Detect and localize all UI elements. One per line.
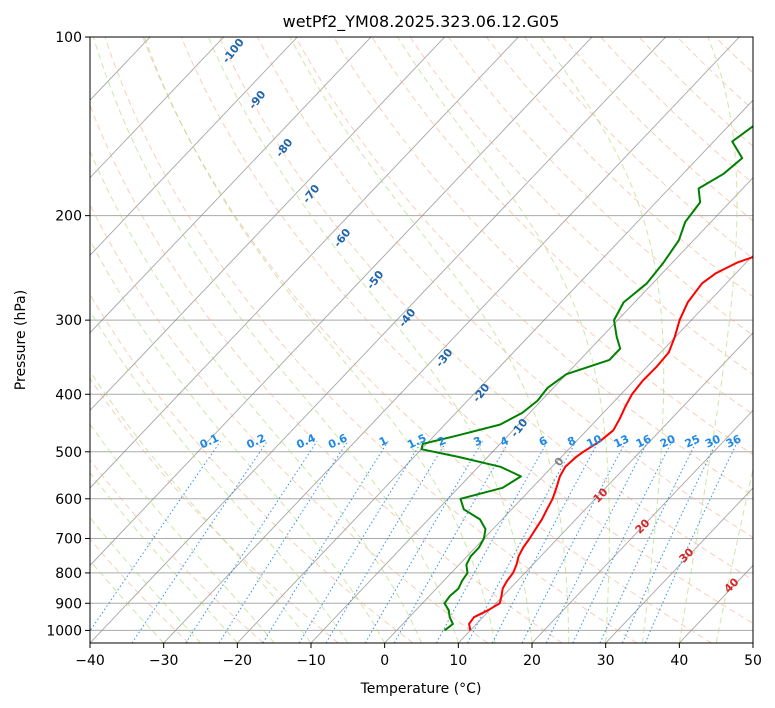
axes: −40 −30 −20 −10 0 10 20 30 40 50 100 200 300 400 500 60…: [46, 30, 762, 669]
moist-adiabat-line: [397, 37, 610, 643]
mixing-ratio-label: 20: [658, 432, 678, 450]
dry-adiabat-line: [371, 37, 753, 415]
isotherm-line: [163, 37, 740, 643]
moist-adiabat-line: [715, 467, 753, 643]
mixing-ratio-line: [521, 441, 627, 643]
isotherm-line: [90, 37, 225, 179]
dry-adiabat-line: [90, 203, 488, 643]
moist-adiabat-line: [207, 37, 533, 643]
dry-adiabat-line: [638, 37, 753, 147]
y-tick-label: 200: [55, 209, 82, 225]
mixing-ratio-line: [599, 441, 698, 643]
isotherm-line: [90, 37, 519, 489]
mixing-ratio-line: [325, 441, 447, 643]
moist-adiabat-line: [92, 37, 459, 643]
mixing-ratio-label: 25: [683, 432, 702, 450]
mixing-ratio-line: [298, 441, 423, 643]
dry-adiabat-line: [180, 37, 753, 624]
x-tick-label: 10: [449, 653, 467, 669]
moist-adiabat-line: [90, 423, 275, 643]
y-tick-label: 400: [55, 387, 82, 403]
mixing-ratio-line: [185, 441, 318, 643]
dry-adiabat-line: [333, 37, 753, 456]
profile-lines: [420, 124, 753, 632]
x-tick-label: 50: [744, 653, 762, 669]
x-axis-label: Temperature (°C): [360, 681, 482, 697]
mixing-ratio-line: [393, 441, 510, 643]
y-tick-label: 800: [55, 566, 82, 582]
dewpoint-profile-line: [420, 124, 753, 632]
moist-adiabat-line: [143, 37, 496, 643]
mixing-ratio-line: [364, 441, 483, 643]
x-tick-label: 20: [523, 653, 541, 669]
dry-adiabat-line: [104, 37, 638, 643]
moist-adiabat-line: [90, 370, 312, 643]
isotherm-line: [90, 37, 446, 412]
mixing-ratio-label: 16: [634, 432, 654, 450]
dry-adiabat-line: [447, 37, 753, 337]
mixing-ratio-label: 10: [585, 432, 605, 450]
x-tick-label: −20: [223, 653, 253, 669]
y-tick-label: 100: [55, 30, 82, 46]
moist-adiabat-line: [540, 37, 665, 643]
plot-frame: [89, 36, 754, 644]
mixing-ratio-line: [131, 441, 268, 643]
mixing-ratio-label: 36: [724, 432, 744, 450]
dry-adiabat-line: [90, 293, 414, 643]
x-tick-label: −30: [149, 653, 179, 669]
mixing-ratio-label: 13: [612, 432, 631, 450]
dry-adiabat-line: [409, 37, 753, 376]
mixing-ratio-label: 30: [703, 432, 723, 450]
dry-adiabat-line: [295, 37, 753, 497]
y-tick-label: 700: [55, 532, 82, 548]
x-tick-label: −10: [296, 653, 326, 669]
dry-adiabat-line: [486, 37, 753, 298]
y-tick-label: 900: [55, 596, 82, 612]
moist-adiabat-line: [289, 37, 570, 643]
dry-adiabat-line: [142, 37, 712, 643]
dry-adiabat-line: [600, 37, 753, 184]
y-axis-label: Pressure (hPa): [13, 290, 29, 390]
mixing-ratio-line: [644, 441, 739, 643]
dry-adiabat-line: [90, 104, 563, 643]
isotherm-line: [531, 409, 753, 643]
isotherm-line: [237, 99, 753, 643]
mixing-ratio-line: [572, 441, 673, 643]
mixing-ratio-line: [90, 441, 221, 632]
isotherm-line: [90, 37, 372, 334]
isotherm-line: [90, 37, 298, 256]
isotherm-line: [90, 37, 593, 567]
mixing-ratio-line: [621, 441, 718, 643]
y-tick-label: 300: [55, 313, 82, 329]
moist-adiabat-line: [678, 37, 738, 643]
x-tick-label: 40: [670, 653, 688, 669]
background-lines: [90, 37, 753, 643]
isotherm-line: [90, 37, 667, 643]
moist-adiabat-line: [90, 239, 386, 643]
temperature-profile-line: [468, 255, 753, 631]
isotherm-line: [605, 487, 753, 643]
chart-title: wetPf2_YM08.2025.323.06.12.G05: [283, 12, 560, 32]
x-tick-label: 30: [597, 653, 615, 669]
isotherm-line: [458, 332, 753, 643]
x-tick-label: 0: [380, 653, 389, 669]
dry-adiabat-line: [90, 458, 264, 643]
dry-adiabat-line: [218, 37, 753, 581]
y-tick-label: 1000: [46, 623, 82, 639]
y-tick-label: 600: [55, 492, 82, 508]
x-tick-label: −40: [75, 653, 105, 669]
y-tick-label: 500: [55, 445, 82, 461]
moist-adiabat-line: [90, 310, 349, 643]
mixing-ratio-line: [545, 441, 649, 643]
